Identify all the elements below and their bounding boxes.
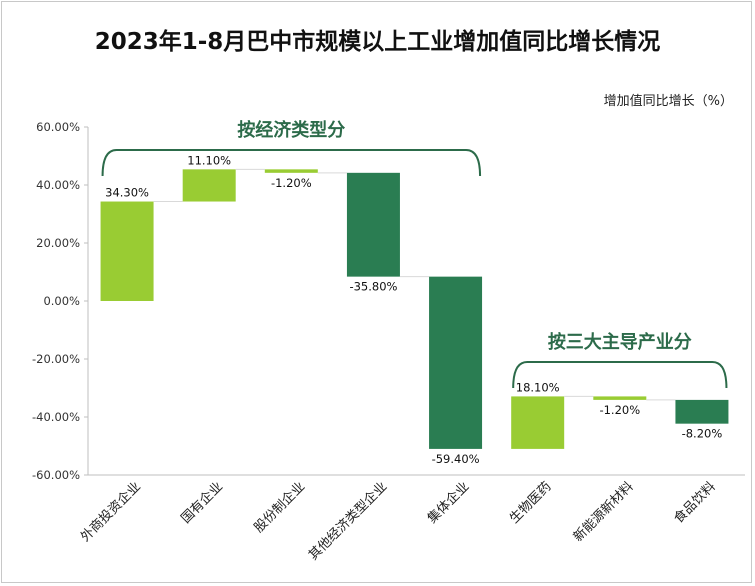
category-label: 外商投资企业 xyxy=(77,479,143,545)
y-tick-label: -60.00% xyxy=(32,468,80,482)
category-label: 集体企业 xyxy=(424,479,472,527)
category-label: 国有企业 xyxy=(178,479,226,527)
data-label: -59.40% xyxy=(432,452,480,466)
category-label: 生物医药 xyxy=(507,479,554,526)
data-label: 18.10% xyxy=(516,380,560,394)
bar xyxy=(100,201,154,301)
data-label: -8.20% xyxy=(682,427,723,441)
bar xyxy=(429,276,483,449)
bar xyxy=(511,396,565,449)
data-label: -1.20% xyxy=(599,403,640,417)
data-label: -1.20% xyxy=(271,176,312,190)
group-bracket xyxy=(512,361,728,389)
y-tick-label: 0.00% xyxy=(43,294,80,308)
bar xyxy=(346,172,400,277)
y-tick-label: 40.00% xyxy=(36,178,80,192)
y-tick-label: -20.00% xyxy=(32,352,80,366)
unit-label: 增加值同比增长（%） xyxy=(603,94,733,109)
chart-title: 2023年1-8月巴中市规模以上工业增加值同比增长情况 xyxy=(94,29,661,55)
bar xyxy=(182,169,236,202)
data-label: -35.80% xyxy=(349,280,397,294)
y-tick-label: 60.00% xyxy=(36,120,80,134)
data-label: 34.30% xyxy=(105,186,149,200)
category-label: 新能源新材料 xyxy=(570,479,636,545)
category-label: 食品饮料 xyxy=(671,479,719,527)
bar xyxy=(675,399,729,424)
bar xyxy=(264,169,318,173)
group-label: 按三大主导产业分 xyxy=(548,331,692,353)
bar xyxy=(593,396,647,400)
group-label: 按经济类型分 xyxy=(237,119,345,141)
data-label: 11.10% xyxy=(187,153,231,167)
y-tick-label: 20.00% xyxy=(36,236,80,250)
y-tick-label: -40.00% xyxy=(32,410,80,424)
category-label: 其他经济类型企业 xyxy=(305,479,390,564)
group-bracket xyxy=(101,149,482,177)
category-label: 股份制企业 xyxy=(251,479,308,536)
